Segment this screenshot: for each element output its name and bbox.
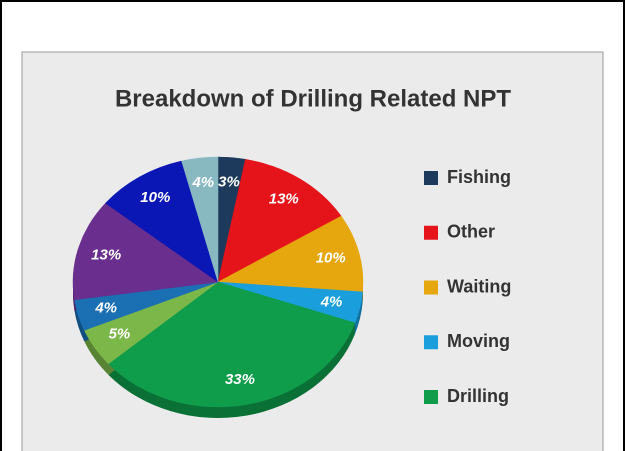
legend-label: Other [447, 222, 495, 242]
chart-title: Breakdown of Drilling Related NPT [115, 85, 511, 112]
data-label: 10% [140, 189, 170, 206]
legend-swatch [424, 171, 438, 185]
data-label: 13% [269, 191, 299, 208]
legend-swatch [424, 280, 438, 295]
data-label: 33% [225, 371, 255, 388]
slice [72, 202, 219, 301]
slice [217, 158, 342, 283]
legend-label: Waiting [447, 276, 511, 296]
legend-swatch [424, 335, 438, 350]
data-label: 4% [320, 293, 343, 310]
data-label: 4% [94, 300, 117, 317]
slice [181, 156, 219, 283]
data-label: 4% [191, 174, 214, 191]
legend-swatch [424, 390, 438, 404]
legend-label: Drilling [447, 386, 509, 406]
slice [108, 281, 356, 408]
legend-label: Fishing [447, 167, 511, 187]
slice [105, 160, 219, 283]
data-label: 3% [218, 173, 240, 190]
data-label: 5% [109, 326, 131, 343]
legend-label: Moving [447, 331, 510, 351]
slice [217, 215, 364, 293]
data-label: 10% [316, 249, 346, 266]
legend-swatch [424, 225, 438, 240]
data-label: 13% [91, 246, 121, 263]
